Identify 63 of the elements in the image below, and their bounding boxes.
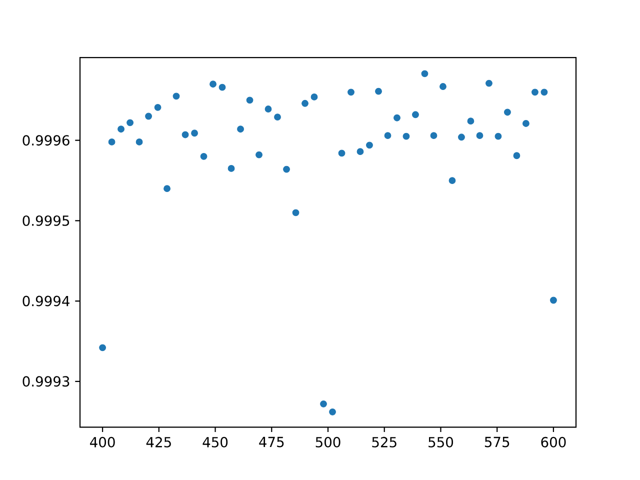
point	[108, 138, 116, 146]
point	[329, 408, 336, 416]
point	[182, 131, 189, 138]
point	[384, 132, 392, 139]
point	[504, 108, 511, 116]
point	[99, 344, 106, 352]
point	[421, 70, 428, 78]
point	[476, 132, 484, 139]
point	[136, 138, 143, 146]
point	[467, 118, 474, 125]
point	[283, 166, 290, 173]
x-tick-label: 575	[484, 436, 510, 448]
point	[126, 119, 134, 126]
point	[366, 142, 373, 149]
point	[210, 80, 216, 88]
point	[356, 148, 364, 156]
point	[550, 296, 557, 304]
point	[522, 120, 530, 127]
point	[145, 112, 152, 120]
point	[486, 80, 492, 87]
point	[228, 165, 235, 172]
y-tick-label: 0.9996	[22, 135, 70, 146]
point	[513, 152, 520, 160]
x-tick-label: 400	[90, 436, 115, 448]
point	[191, 130, 198, 137]
point	[200, 152, 208, 160]
point	[264, 106, 272, 112]
x-tick-label: 600	[541, 436, 566, 448]
x-tick-label: 550	[428, 436, 454, 448]
x-tick-label: 425	[146, 436, 171, 448]
point	[540, 88, 548, 96]
x-tick-label: 475	[259, 436, 284, 448]
y-tick-label: 0.9995	[22, 215, 70, 226]
point	[402, 132, 410, 140]
point	[256, 151, 262, 158]
y-tick-label: 0.9994	[22, 296, 70, 306]
y-tick-label: 0.9993	[22, 376, 70, 387]
point	[237, 126, 244, 133]
point	[448, 177, 456, 184]
x-tick-label: 450	[202, 436, 228, 448]
point	[394, 114, 400, 122]
point	[172, 92, 180, 100]
point	[430, 132, 438, 139]
point	[292, 209, 300, 216]
point	[246, 96, 254, 104]
point	[274, 114, 281, 121]
point	[440, 83, 446, 90]
point	[118, 126, 124, 133]
point	[320, 400, 327, 408]
point	[302, 100, 308, 107]
point	[458, 134, 465, 141]
point	[338, 150, 346, 157]
point	[218, 84, 226, 91]
point	[164, 185, 170, 192]
x-tick-label: 525	[372, 436, 396, 448]
point	[310, 94, 318, 100]
point	[375, 88, 382, 95]
point	[348, 88, 354, 96]
x-tick-label: 500	[316, 436, 340, 448]
point	[532, 88, 538, 96]
point	[154, 104, 162, 111]
point	[412, 111, 419, 118]
point	[494, 132, 502, 140]
